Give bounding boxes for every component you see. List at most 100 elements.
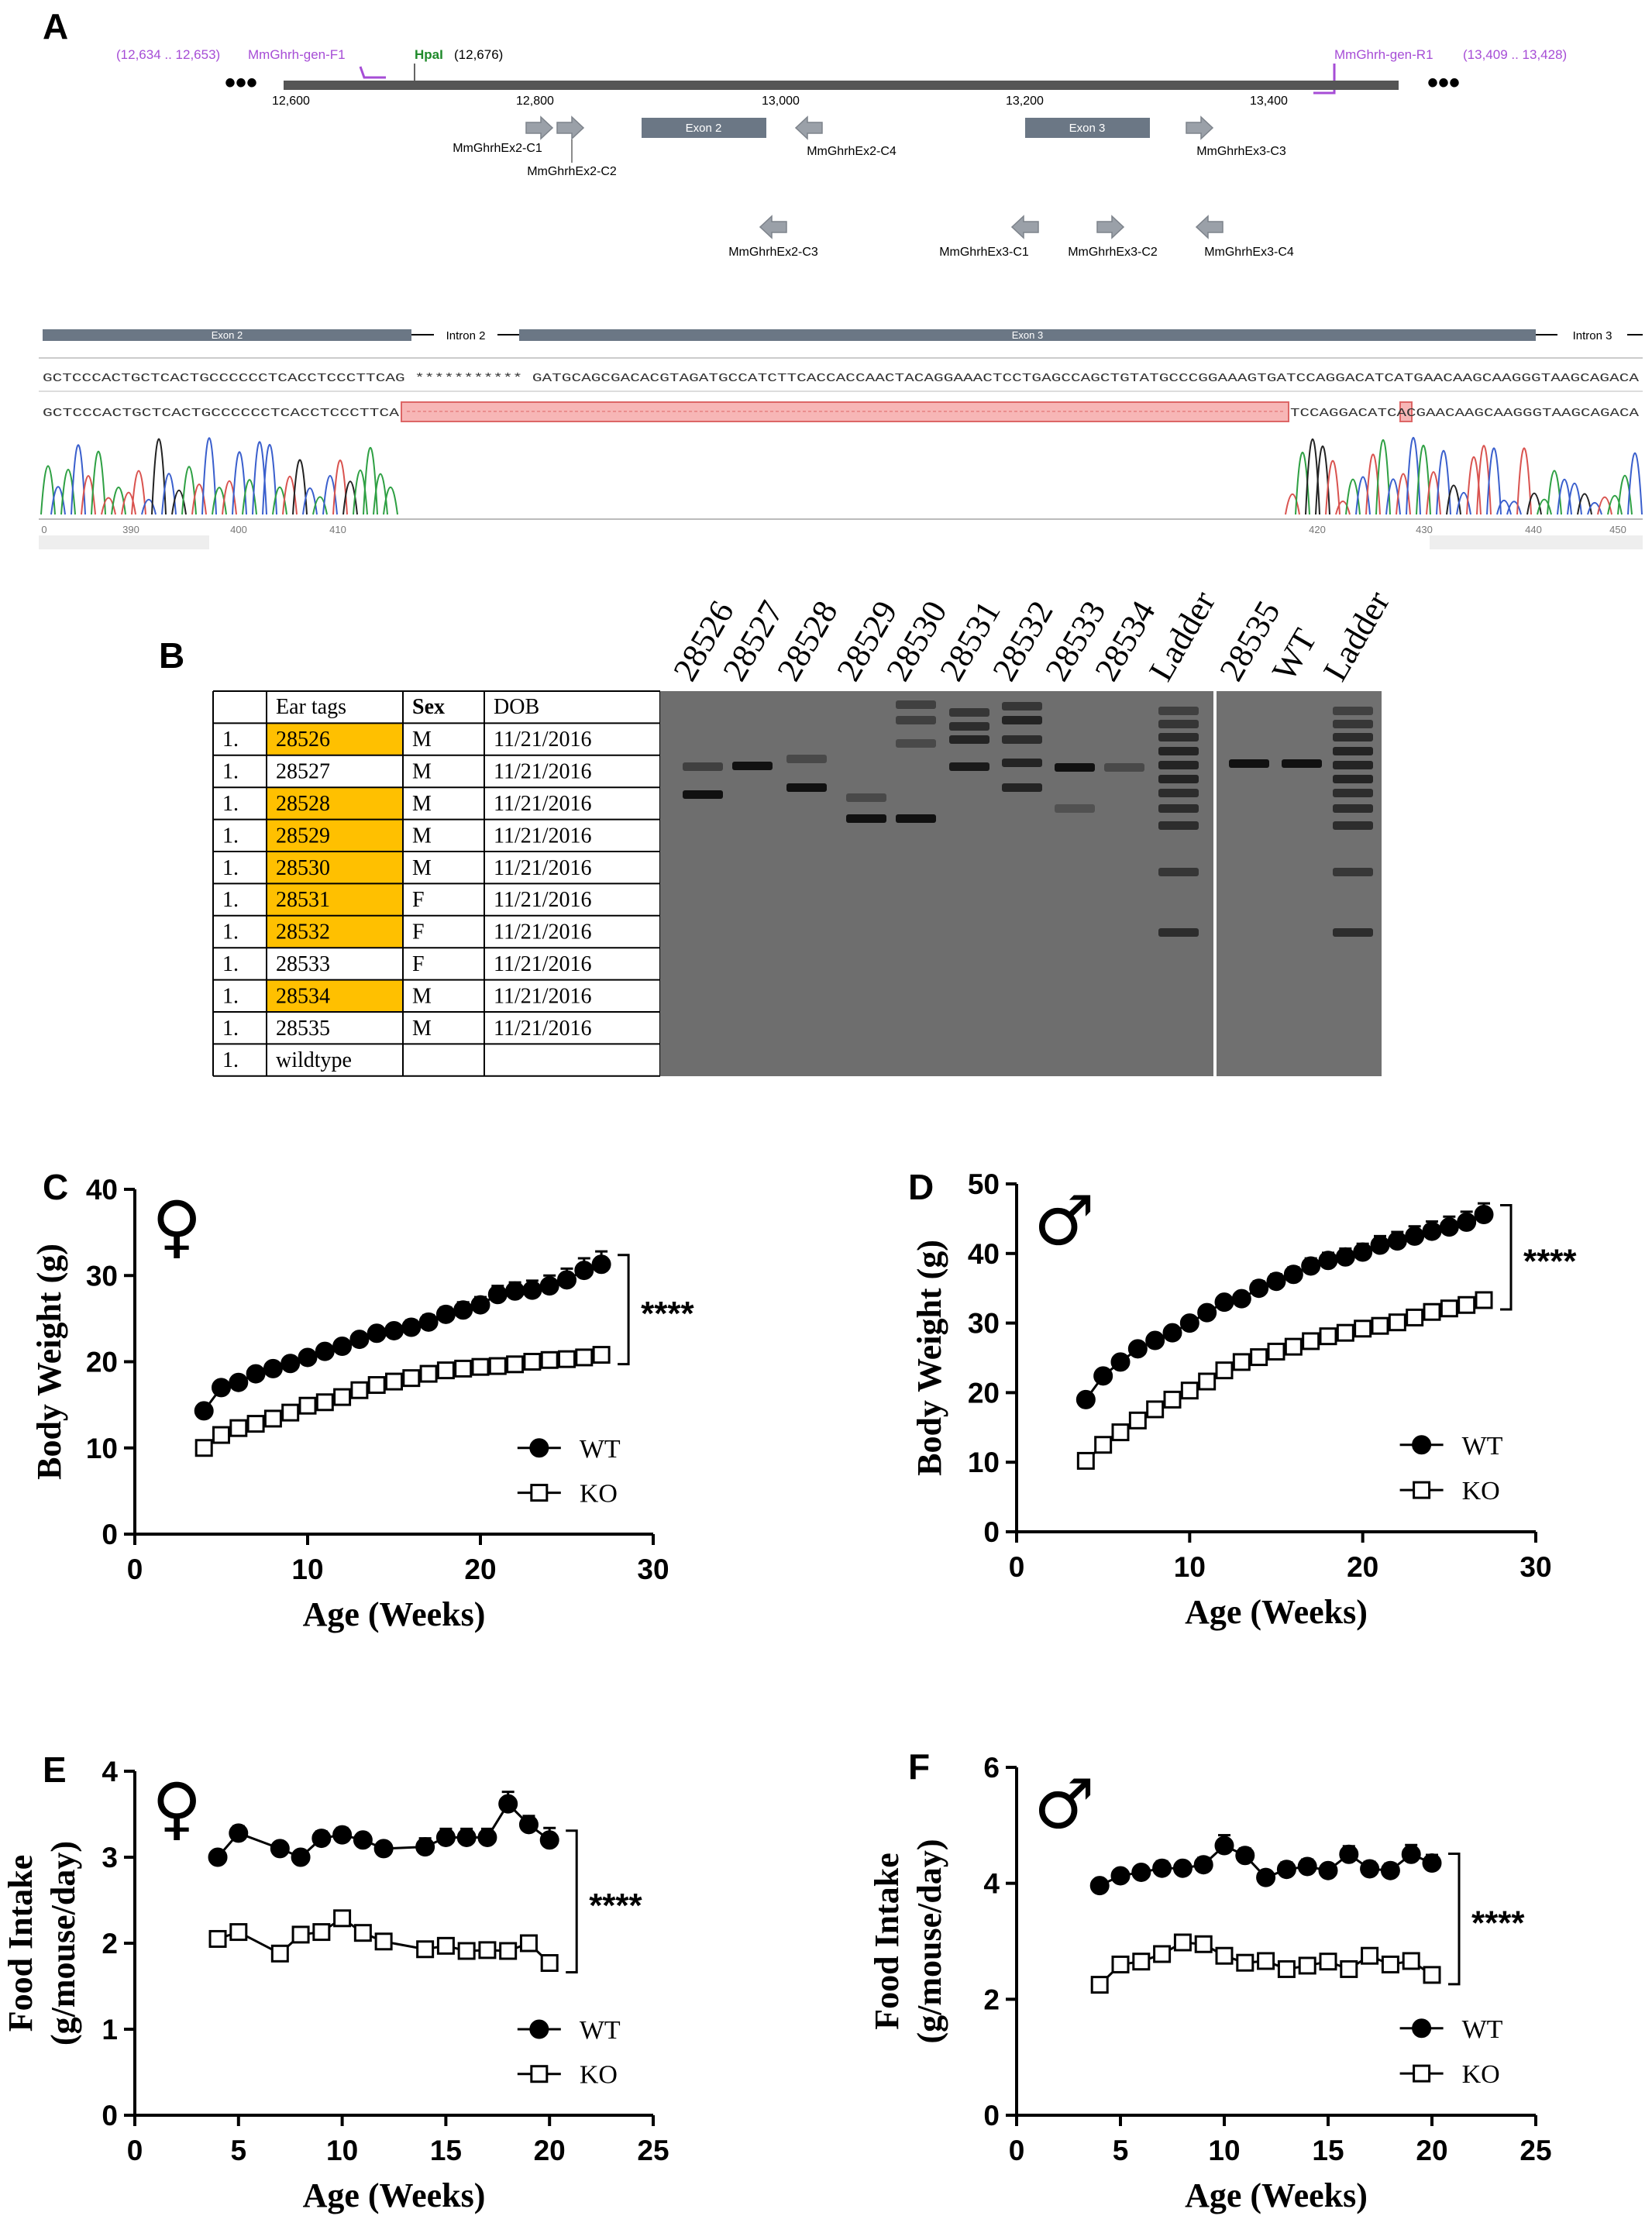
marker <box>435 1304 456 1324</box>
guides: MmGhrhEx2-C1 MmGhrhEx2-C2 MmGhrhEx2-C4 MmGh… <box>453 115 1294 259</box>
y-tick-label: 0 <box>102 2100 118 2132</box>
marker <box>246 1364 266 1384</box>
marker <box>401 1317 422 1337</box>
trace-peak <box>292 459 308 515</box>
marker <box>1236 1953 1254 1972</box>
gel-band <box>896 716 936 724</box>
trace-peak <box>121 491 136 515</box>
scale-label: 13,200 <box>1006 95 1044 108</box>
gel-band <box>896 739 936 748</box>
trace-position: 390 <box>122 524 139 535</box>
marker <box>349 1330 370 1350</box>
marker <box>1301 1256 1321 1276</box>
trace-peak <box>111 487 126 515</box>
sex-symbol: ♂ <box>1034 1181 1095 1261</box>
y-axis-label: Food Intake <box>2 1855 40 2032</box>
highlight-cell <box>267 723 403 755</box>
marker <box>298 1396 317 1415</box>
trace-peak <box>1627 452 1643 515</box>
y-axis-label: Body Weight (g) <box>30 1244 68 1480</box>
marker <box>1257 1952 1275 1970</box>
marker <box>418 1312 439 1332</box>
guide-label: MmGhrhEx3-C3 <box>1196 145 1286 158</box>
marker <box>1402 1952 1420 1970</box>
gel-band <box>1104 763 1144 772</box>
legend-label: KO <box>1462 2060 1500 2089</box>
x-tick-label: 20 <box>534 2135 566 2166</box>
marker <box>436 1361 455 1380</box>
scale-label: 12,600 <box>272 95 310 108</box>
marker <box>499 1942 518 1960</box>
primer-name: MmGhrh-gen-F1 <box>248 47 346 62</box>
x-tick-label: 30 <box>637 1553 669 1585</box>
marker <box>1089 1876 1110 1896</box>
scale: 12,600 12,800 13,000 13,200 13,400 <box>272 95 1288 108</box>
gel-band <box>1333 747 1373 755</box>
marker <box>1474 1205 1494 1225</box>
marker <box>1094 1436 1113 1454</box>
marker <box>1284 1337 1303 1356</box>
marker <box>367 1323 387 1344</box>
y-tick-label: 30 <box>86 1260 118 1292</box>
marker <box>1318 1251 1338 1271</box>
x-tick-label: 10 <box>1208 2135 1240 2166</box>
gel-band <box>1158 821 1199 830</box>
marker <box>471 1357 490 1376</box>
highlight-cell <box>267 883 403 916</box>
guide-label: MmGhrhEx3-C2 <box>1068 246 1158 259</box>
gel-band <box>1282 759 1322 768</box>
marker <box>1146 1400 1165 1419</box>
gel-band <box>1002 702 1042 710</box>
exon-box <box>642 118 766 138</box>
marker <box>1360 1859 1380 1879</box>
panel-label: F <box>908 1746 930 1787</box>
trace-peak <box>101 497 116 515</box>
y-tick-label: 0 <box>983 1516 1000 1548</box>
marker <box>212 1426 230 1444</box>
marker <box>1371 1316 1389 1335</box>
significance-label: **** <box>589 1887 642 1925</box>
marker <box>1214 1292 1234 1313</box>
x-tick-label: 20 <box>1347 1551 1378 1583</box>
marker <box>592 1346 611 1364</box>
marker <box>1283 1264 1303 1285</box>
marker <box>1277 1959 1296 1978</box>
scale-label: 13,000 <box>762 95 800 108</box>
legend-label: KO <box>1462 1477 1500 1505</box>
x-tick-label: 20 <box>464 1553 496 1585</box>
y-tick-label: 40 <box>968 1238 1000 1270</box>
marker <box>1163 1390 1182 1409</box>
marker <box>1193 1855 1213 1875</box>
x-tick-label: 10 <box>291 1553 323 1585</box>
y-tick-label: 4 <box>983 1868 1000 1900</box>
guide-label: MmGhrhEx2-C2 <box>527 165 617 178</box>
table-cell: M <box>412 856 432 880</box>
marker <box>1162 1323 1182 1343</box>
marker <box>1406 1308 1424 1326</box>
marker <box>291 1925 310 1944</box>
guide-arrow <box>556 115 585 140</box>
marker <box>453 1300 473 1320</box>
marker <box>574 1261 594 1281</box>
dots: ••• <box>1427 66 1460 100</box>
marker <box>1111 1955 1130 1973</box>
panel-b: B Ear tags Sex DOB 1. 28526 M 11/21/2016 1. 2852… <box>159 584 1397 1077</box>
marker <box>1458 1295 1476 1314</box>
trace-position: 0 <box>41 524 46 535</box>
highlight-cell <box>267 819 403 852</box>
trace-peak <box>201 437 217 515</box>
x-tick-label: 5 <box>1113 2135 1129 2166</box>
x-axis-label: Age (Weeks) <box>303 1595 486 1633</box>
marker <box>1232 1353 1251 1371</box>
trace-peak <box>212 487 227 515</box>
marker <box>332 1336 353 1356</box>
marker <box>332 1825 353 1845</box>
gel-band <box>1055 804 1095 813</box>
marker <box>1172 1858 1193 1878</box>
gel-band <box>949 735 989 744</box>
gel-band <box>1158 707 1199 715</box>
table-cell: F <box>412 952 425 976</box>
x-tick-label: 5 <box>231 2135 247 2166</box>
exon-label: Exon 2 <box>686 122 722 135</box>
